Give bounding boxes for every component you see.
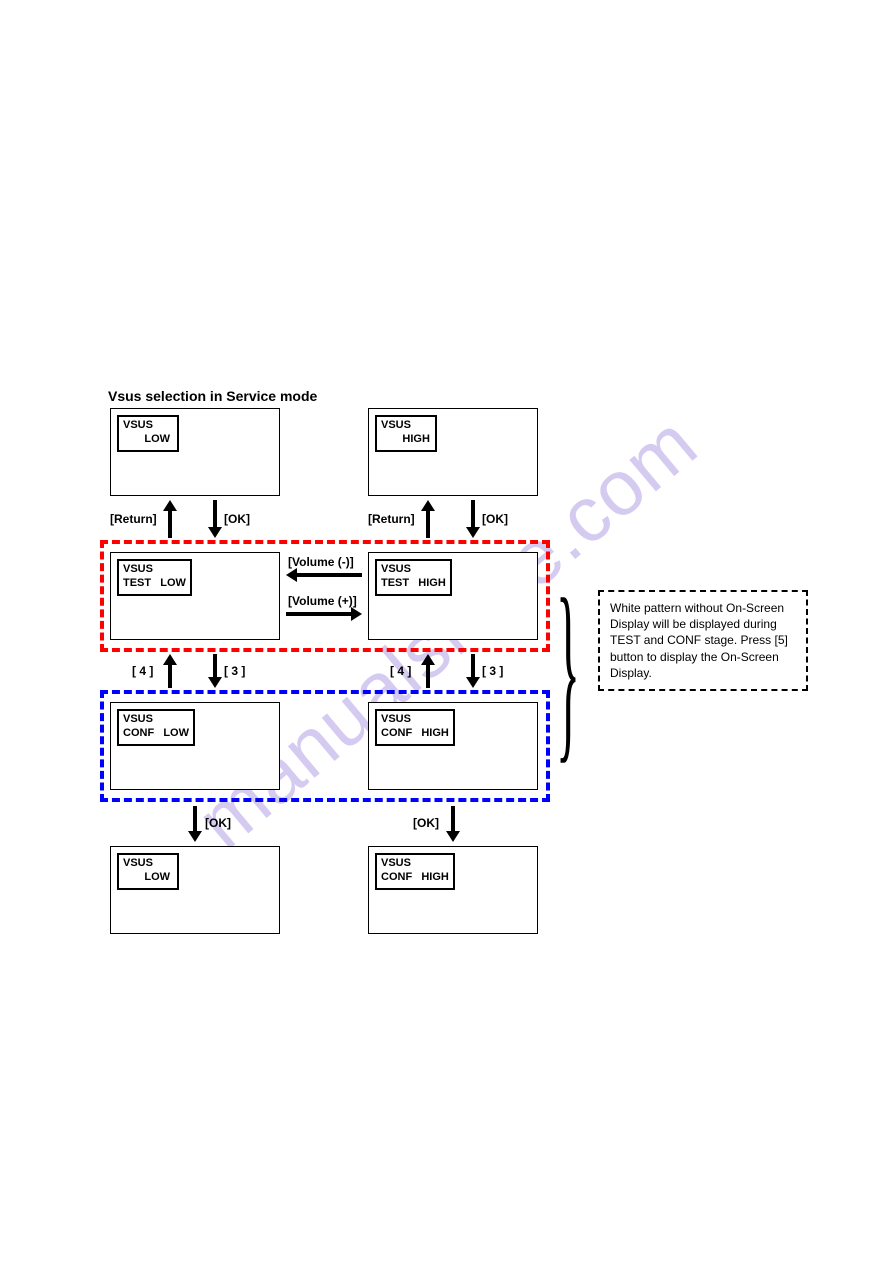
label-ok-right: [OK]	[482, 512, 508, 526]
label-return-left: [Return]	[110, 512, 157, 526]
label-return-right: [Return]	[368, 512, 415, 526]
screen-vsus-high-top: VSUS HIGH	[368, 408, 538, 496]
screen-vsus-test-low: VSUS TEST LOW	[110, 552, 280, 640]
box-line2: TEST LOW	[123, 577, 186, 591]
inner-box: VSUS TEST HIGH	[375, 559, 452, 596]
box-line2: LOW	[123, 871, 173, 885]
label-ok-left: [OK]	[224, 512, 250, 526]
box-line2: TEST HIGH	[381, 577, 446, 591]
box-line2: CONF HIGH	[381, 727, 449, 741]
label-3-right: [ 3 ]	[482, 664, 503, 678]
label-3-left: [ 3 ]	[224, 664, 245, 678]
brace-icon: }	[556, 570, 580, 770]
inner-box: VSUS LOW	[117, 415, 179, 452]
label-4-left: [ 4 ]	[132, 664, 153, 678]
note-text: White pattern without On-Screen Display …	[610, 601, 788, 680]
screen-vsus-low-bottom: VSUS LOW	[110, 846, 280, 934]
box-line1: VSUS	[123, 563, 186, 577]
box-line2: HIGH	[381, 433, 431, 447]
screen-vsus-conf-high: VSUS CONF HIGH	[368, 702, 538, 790]
label-ok-bottom-right: [OK]	[413, 816, 439, 830]
screen-vsus-conf-low: VSUS CONF LOW	[110, 702, 280, 790]
note-box: White pattern without On-Screen Display …	[598, 590, 808, 691]
screen-vsus-conf-high-bottom: VSUS CONF HIGH	[368, 846, 538, 934]
box-line1: VSUS	[123, 419, 173, 433]
screen-vsus-low-top: VSUS LOW	[110, 408, 280, 496]
label-volume-minus: [Volume (-)]	[288, 555, 354, 569]
label-4-right: [ 4 ]	[390, 664, 411, 678]
inner-box: VSUS TEST LOW	[117, 559, 192, 596]
diagram-title: Vsus selection in Service mode	[108, 388, 317, 404]
box-line2: LOW	[123, 433, 173, 447]
box-line2: CONF HIGH	[381, 871, 449, 885]
inner-box: VSUS LOW	[117, 853, 179, 890]
inner-box: VSUS CONF HIGH	[375, 709, 455, 746]
label-ok-bottom-left: [OK]	[205, 816, 231, 830]
inner-box: VSUS CONF HIGH	[375, 853, 455, 890]
box-line1: VSUS	[381, 713, 449, 727]
label-volume-plus: [Volume (+)]	[288, 594, 357, 608]
box-line1: VSUS	[381, 857, 449, 871]
box-line1: VSUS	[381, 419, 431, 433]
box-line2: CONF LOW	[123, 727, 189, 741]
inner-box: VSUS HIGH	[375, 415, 437, 452]
inner-box: VSUS CONF LOW	[117, 709, 195, 746]
box-line1: VSUS	[123, 857, 173, 871]
box-line1: VSUS	[123, 713, 189, 727]
screen-vsus-test-high: VSUS TEST HIGH	[368, 552, 538, 640]
box-line1: VSUS	[381, 563, 446, 577]
